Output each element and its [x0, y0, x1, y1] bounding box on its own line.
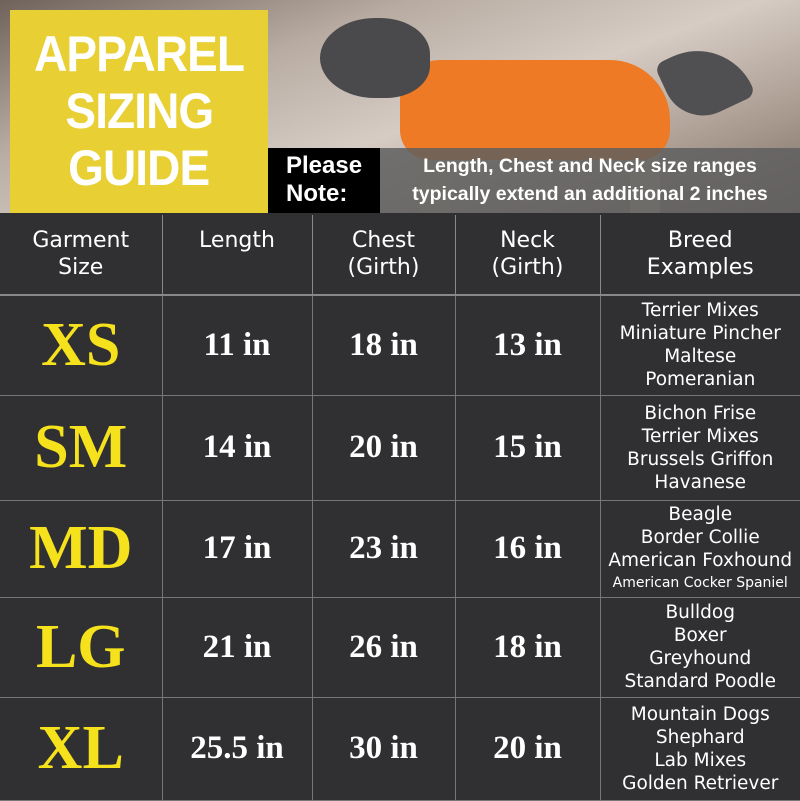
breed-name: Havanese — [601, 471, 800, 494]
note-text-line: typically extend an additional 2 inches — [380, 180, 800, 208]
breed-name: Border Collie — [601, 526, 800, 549]
note-text: Length, Chest and Neck size ranges typic… — [380, 148, 800, 213]
neck-cell: 13 in — [455, 295, 600, 395]
breed-name: Mountain Dogs — [601, 703, 800, 726]
header-line: Chest — [313, 227, 455, 254]
note-label: Please Note: — [268, 148, 380, 213]
breed-name: Brussels Griffon — [601, 448, 800, 471]
length-cell: 17 in — [162, 500, 312, 597]
chest-cell: 23 in — [312, 500, 455, 597]
breed-name: Terrier Mixes — [601, 299, 800, 322]
breed-name: Shephard — [601, 726, 800, 749]
chest-cell: 18 in — [312, 295, 455, 395]
breed-name: Bichon Frise — [601, 402, 800, 425]
size-cell: XL — [0, 697, 162, 800]
length-cell: 25.5 in — [162, 697, 312, 800]
breed-name: Boxer — [601, 624, 800, 647]
breed-name: Lab Mixes — [601, 749, 800, 772]
neck-cell: 16 in — [455, 500, 600, 597]
breed-name: Terrier Mixes — [601, 425, 800, 448]
breed-name: Bulldog — [601, 601, 800, 624]
header-line: Breed — [601, 227, 800, 254]
breed-name: Golden Retriever — [601, 772, 800, 795]
length-cell: 14 in — [162, 395, 312, 500]
breed-name: Miniature Pincher — [601, 322, 800, 345]
header-line: (Girth) — [456, 254, 600, 281]
header-line: Size — [0, 254, 162, 281]
length-cell: 21 in — [162, 597, 312, 697]
breed-name: American Cocker Spaniel — [601, 572, 800, 595]
breed-name: Beagle — [601, 503, 800, 526]
size-cell: MD — [0, 500, 162, 597]
title-line: APPAREL — [34, 26, 244, 83]
breed-name: Pomeranian — [601, 368, 800, 391]
note-label-line: Please — [286, 152, 380, 180]
note-label-line: Note: — [286, 180, 380, 208]
column-header: Length — [162, 215, 312, 295]
orange-jacket — [400, 60, 670, 160]
neck-cell: 18 in — [455, 597, 600, 697]
neck-cell: 20 in — [455, 697, 600, 800]
neck-cell: 15 in — [455, 395, 600, 500]
breed-name: Standard Poodle — [601, 670, 800, 693]
header-line: Neck — [456, 227, 600, 254]
size-cell: LG — [0, 597, 162, 697]
title-line: GUIDE — [68, 140, 209, 197]
chest-cell: 20 in — [312, 395, 455, 500]
breed-name: American Foxhound — [601, 549, 800, 572]
size-cell: SM — [0, 395, 162, 500]
title-line: SIZING — [65, 83, 213, 140]
page-title: APPAREL SIZING GUIDE — [10, 10, 268, 213]
chest-cell: 30 in — [312, 697, 455, 800]
size-cell: XS — [0, 295, 162, 395]
column-header: Neck(Girth) — [455, 215, 600, 295]
chest-cell: 26 in — [312, 597, 455, 697]
breed-name: Maltese — [601, 345, 800, 368]
header-line: Examples — [601, 254, 800, 281]
header-line: Garment — [0, 227, 162, 254]
breed-name: Greyhound — [601, 647, 800, 670]
header-line: Length — [163, 227, 312, 254]
length-cell: 11 in — [162, 295, 312, 395]
dog-head — [320, 18, 430, 98]
note-text-line: Length, Chest and Neck size ranges — [380, 152, 800, 180]
column-header: Chest(Girth) — [312, 215, 455, 295]
header-line: (Girth) — [313, 254, 455, 281]
